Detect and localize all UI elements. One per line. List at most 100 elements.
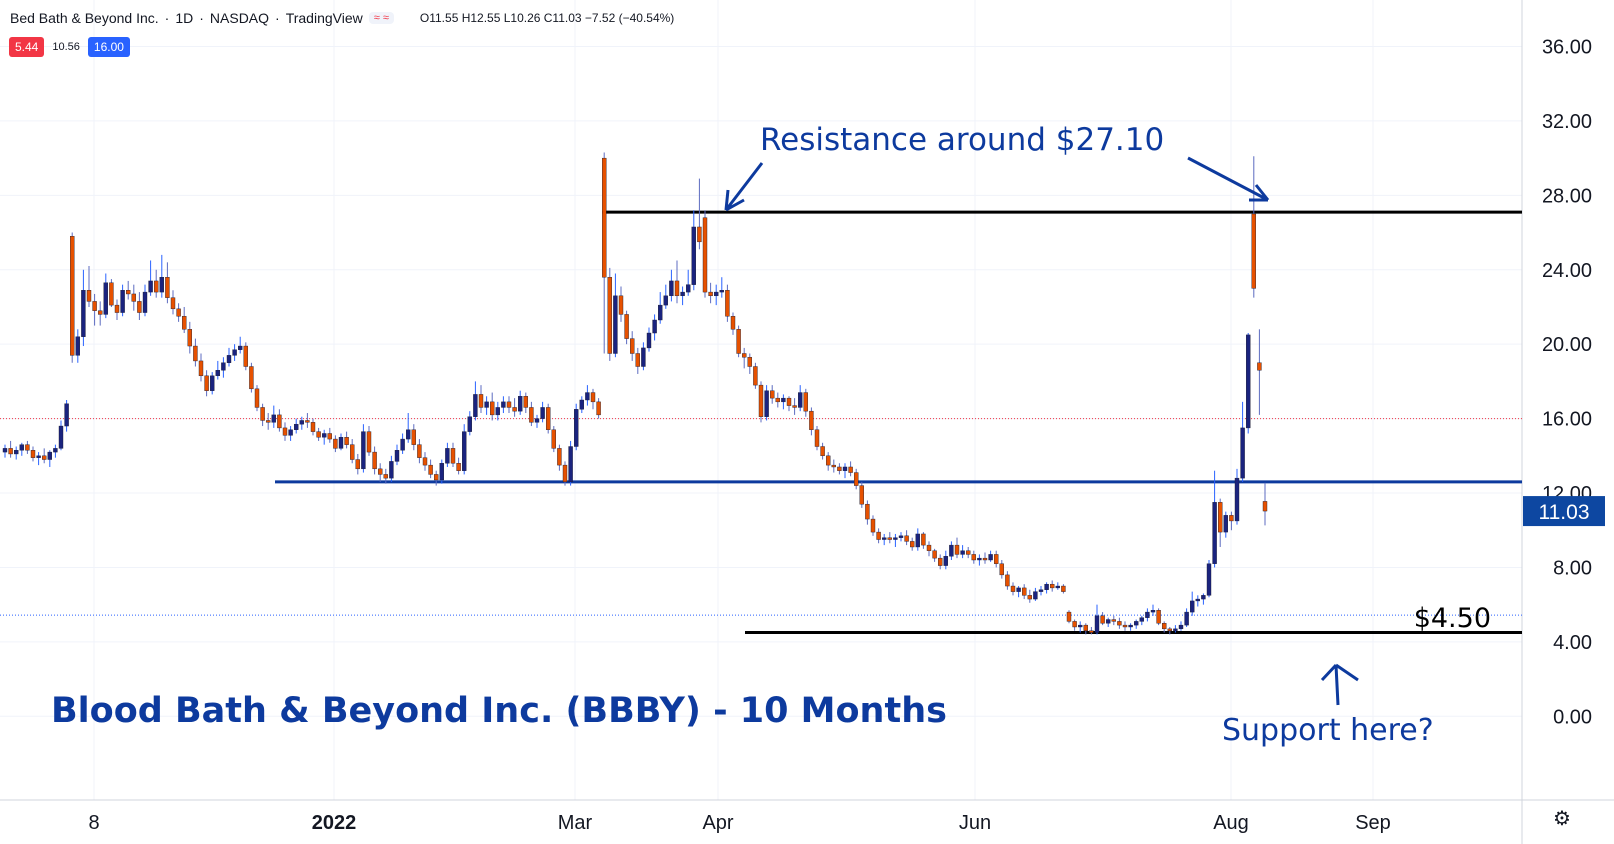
- candle-body: [467, 416, 472, 432]
- candle-body: [1022, 587, 1027, 596]
- candle-body: [954, 544, 960, 555]
- candle-body: [1257, 362, 1262, 371]
- candle-body: [697, 226, 702, 243]
- x-tick-label: 8: [88, 812, 99, 834]
- candle-body: [635, 353, 640, 367]
- candle-body: [753, 366, 758, 386]
- candle-body: [982, 557, 988, 561]
- y-tick-label: 36.00: [1542, 37, 1592, 59]
- candle-body: [1061, 585, 1066, 592]
- price-badges: 5.44 10.56 16.00: [9, 37, 130, 57]
- candle-body: [193, 345, 198, 362]
- candle-body: [809, 410, 814, 430]
- candle-body: [1161, 623, 1167, 630]
- candle-body: [1139, 617, 1145, 622]
- candle-body: [607, 277, 612, 354]
- separator: ·: [275, 10, 280, 26]
- candle-body: [1094, 615, 1100, 633]
- candle-body: [490, 401, 495, 416]
- candle-body: [1010, 585, 1016, 592]
- candle-body: [333, 438, 338, 449]
- support-price-label: $4.50: [1414, 603, 1491, 634]
- candle-body: [1111, 619, 1117, 622]
- candle-body: [176, 308, 181, 317]
- candle-body: [81, 290, 86, 337]
- candle-body: [1201, 595, 1206, 600]
- candle-body: [338, 437, 344, 449]
- candle-body: [966, 550, 971, 555]
- candle-body: [680, 291, 685, 297]
- candle-body: [355, 459, 360, 470]
- candle-body: [478, 394, 484, 408]
- candle-body: [786, 397, 792, 406]
- candle-body: [820, 446, 825, 457]
- candle-body: [837, 466, 842, 471]
- bid-badge[interactable]: 5.44: [9, 37, 45, 57]
- price-axis: 0.004.008.0012.0016.0020.0024.0028.0032.…: [1523, 37, 1605, 728]
- candle-body: [456, 463, 461, 471]
- candle-body: [585, 392, 590, 401]
- candle-body: [501, 401, 506, 408]
- candle-body: [994, 554, 999, 564]
- candle-body: [378, 468, 383, 475]
- y-tick-label: 4.00: [1553, 632, 1592, 654]
- candle-body: [1128, 624, 1133, 628]
- candle-body: [1229, 515, 1234, 522]
- candle-body: [1055, 585, 1061, 589]
- x-tick-label: Mar: [558, 812, 593, 834]
- candle-body: [663, 295, 668, 306]
- candle-body: [294, 423, 299, 430]
- candle-body: [686, 284, 691, 293]
- gear-icon[interactable]: ⚙: [1553, 808, 1571, 830]
- candle-body: [865, 503, 870, 520]
- candle-body: [428, 464, 433, 475]
- candle-body: [277, 414, 282, 429]
- candle-body: [25, 444, 30, 451]
- candle-body: [372, 451, 377, 470]
- candle-body: [1145, 611, 1150, 618]
- candle-body: [736, 329, 741, 354]
- horizontal-levels: [0, 210, 1522, 635]
- candle-body: [92, 301, 97, 311]
- candle-body: [1100, 615, 1105, 624]
- candle-body: [64, 403, 69, 427]
- candle-body: [1251, 213, 1257, 289]
- compare-icon[interactable]: ≈ ≈: [368, 12, 394, 24]
- candle-body: [764, 390, 769, 417]
- candle-body: [204, 375, 209, 391]
- candle-body: [1089, 630, 1094, 633]
- y-tick-label: 16.00: [1542, 409, 1592, 431]
- candle-body: [310, 422, 316, 432]
- candle-body: [484, 401, 489, 408]
- candle-body: [109, 282, 114, 306]
- candle-body: [803, 392, 808, 412]
- candle-body: [826, 455, 831, 466]
- candle-body: [725, 290, 730, 317]
- candle-body: [938, 557, 943, 566]
- candle-body: [8, 448, 13, 455]
- chart-header: Bed Bath & Beyond Inc. · 1D · NASDAQ · T…: [10, 10, 674, 26]
- candle-body: [350, 444, 355, 460]
- candle-body: [999, 563, 1004, 576]
- candle-body: [719, 290, 724, 293]
- candle-body: [75, 336, 81, 356]
- candle-body: [1217, 502, 1223, 533]
- candle-body: [618, 295, 624, 315]
- y-tick-label: 20.00: [1542, 334, 1592, 356]
- ask-badge[interactable]: 16.00: [87, 37, 130, 57]
- candle-body: [1083, 624, 1089, 631]
- candle-body: [221, 362, 226, 371]
- candle-body: [977, 557, 982, 561]
- symbol-name[interactable]: Bed Bath & Beyond Inc.: [10, 10, 159, 26]
- candle-body: [848, 466, 853, 473]
- candle-body: [383, 474, 388, 479]
- candle-body: [557, 448, 562, 466]
- candle-body: [389, 461, 394, 479]
- separator: ·: [164, 10, 170, 26]
- interval-label[interactable]: 1D: [175, 10, 194, 26]
- candle-body: [568, 446, 573, 483]
- candle-body: [646, 332, 652, 349]
- candle-body: [288, 429, 293, 436]
- support-arrow: [1320, 663, 1359, 706]
